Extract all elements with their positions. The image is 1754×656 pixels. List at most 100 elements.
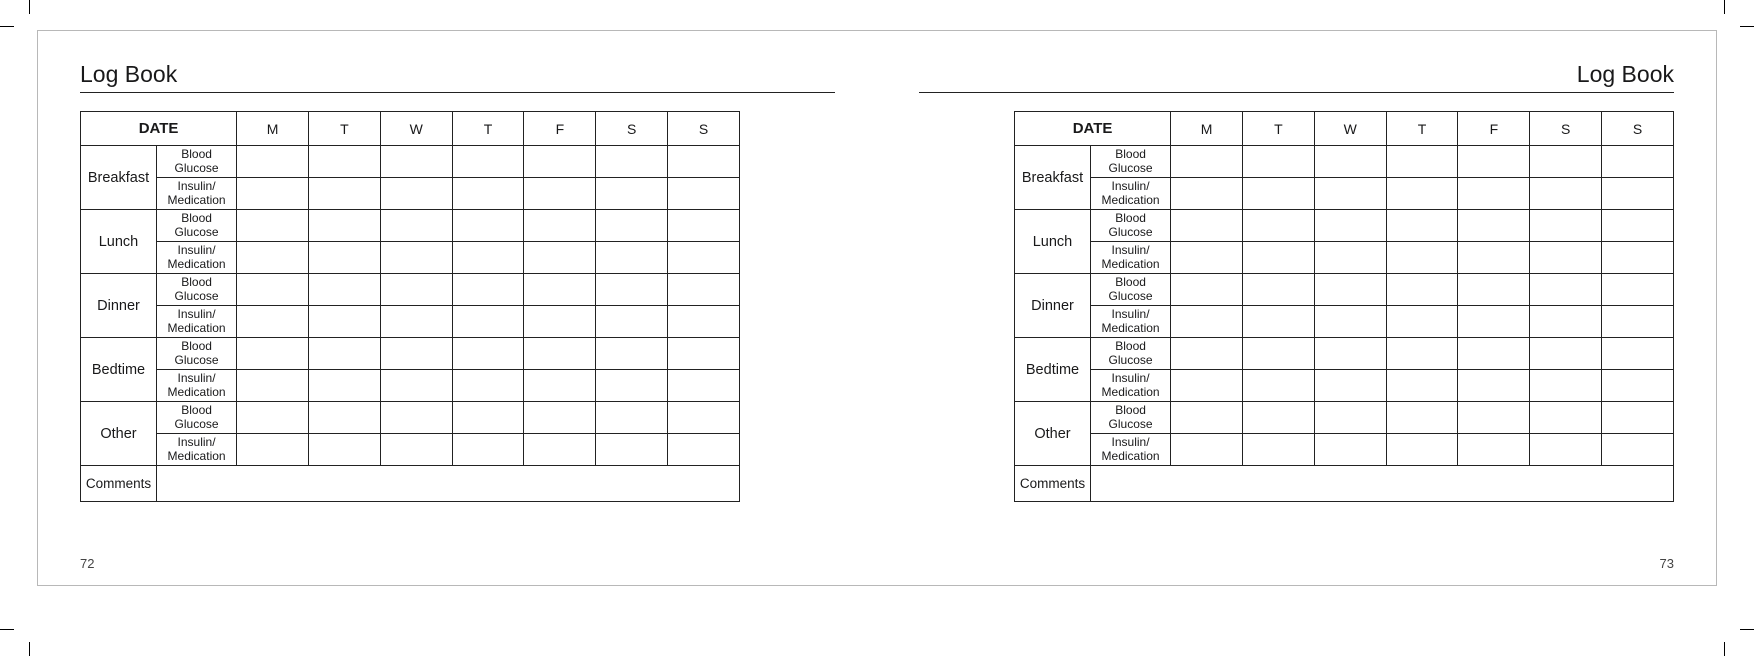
value-cell[interactable] — [237, 402, 309, 434]
value-cell[interactable] — [596, 370, 668, 402]
value-cell[interactable] — [237, 274, 309, 306]
value-cell[interactable] — [452, 402, 524, 434]
value-cell[interactable] — [1458, 146, 1530, 178]
value-cell[interactable] — [237, 370, 309, 402]
value-cell[interactable] — [668, 178, 740, 210]
value-cell[interactable] — [1386, 274, 1458, 306]
value-cell[interactable] — [1242, 210, 1314, 242]
value-cell[interactable] — [1530, 146, 1602, 178]
value-cell[interactable] — [380, 242, 452, 274]
value-cell[interactable] — [1602, 210, 1674, 242]
value-cell[interactable] — [596, 242, 668, 274]
value-cell[interactable] — [308, 370, 380, 402]
value-cell[interactable] — [1602, 434, 1674, 466]
value-cell[interactable] — [668, 338, 740, 370]
value-cell[interactable] — [1314, 306, 1386, 338]
value-cell[interactable] — [596, 146, 668, 178]
value-cell[interactable] — [1530, 242, 1602, 274]
value-cell[interactable] — [1458, 178, 1530, 210]
value-cell[interactable] — [1386, 242, 1458, 274]
value-cell[interactable] — [668, 402, 740, 434]
value-cell[interactable] — [452, 370, 524, 402]
value-cell[interactable] — [1242, 242, 1314, 274]
value-cell[interactable] — [308, 402, 380, 434]
value-cell[interactable] — [1530, 306, 1602, 338]
value-cell[interactable] — [380, 274, 452, 306]
value-cell[interactable] — [1242, 370, 1314, 402]
value-cell[interactable] — [1171, 210, 1243, 242]
value-cell[interactable] — [1530, 210, 1602, 242]
value-cell[interactable] — [1530, 338, 1602, 370]
value-cell[interactable] — [1242, 434, 1314, 466]
value-cell[interactable] — [452, 210, 524, 242]
value-cell[interactable] — [1458, 338, 1530, 370]
value-cell[interactable] — [524, 402, 596, 434]
value-cell[interactable] — [380, 402, 452, 434]
value-cell[interactable] — [308, 338, 380, 370]
value-cell[interactable] — [1458, 274, 1530, 306]
value-cell[interactable] — [668, 434, 740, 466]
value-cell[interactable] — [308, 242, 380, 274]
value-cell[interactable] — [237, 242, 309, 274]
comments-field[interactable] — [156, 466, 739, 502]
value-cell[interactable] — [380, 146, 452, 178]
value-cell[interactable] — [452, 146, 524, 178]
value-cell[interactable] — [237, 306, 309, 338]
value-cell[interactable] — [1242, 178, 1314, 210]
value-cell[interactable] — [237, 210, 309, 242]
value-cell[interactable] — [596, 306, 668, 338]
value-cell[interactable] — [452, 338, 524, 370]
value-cell[interactable] — [596, 178, 668, 210]
value-cell[interactable] — [1171, 338, 1243, 370]
value-cell[interactable] — [1242, 274, 1314, 306]
value-cell[interactable] — [1386, 210, 1458, 242]
value-cell[interactable] — [596, 434, 668, 466]
value-cell[interactable] — [1458, 370, 1530, 402]
value-cell[interactable] — [308, 306, 380, 338]
value-cell[interactable] — [452, 178, 524, 210]
value-cell[interactable] — [1314, 402, 1386, 434]
value-cell[interactable] — [668, 242, 740, 274]
value-cell[interactable] — [380, 370, 452, 402]
value-cell[interactable] — [380, 434, 452, 466]
comments-field[interactable] — [1090, 466, 1673, 502]
value-cell[interactable] — [1458, 434, 1530, 466]
value-cell[interactable] — [308, 274, 380, 306]
value-cell[interactable] — [237, 146, 309, 178]
value-cell[interactable] — [1171, 434, 1243, 466]
value-cell[interactable] — [1314, 434, 1386, 466]
value-cell[interactable] — [524, 146, 596, 178]
value-cell[interactable] — [524, 178, 596, 210]
value-cell[interactable] — [1171, 178, 1243, 210]
value-cell[interactable] — [1386, 146, 1458, 178]
value-cell[interactable] — [1602, 146, 1674, 178]
value-cell[interactable] — [524, 306, 596, 338]
value-cell[interactable] — [1171, 306, 1243, 338]
value-cell[interactable] — [380, 306, 452, 338]
value-cell[interactable] — [1530, 402, 1602, 434]
value-cell[interactable] — [380, 210, 452, 242]
value-cell[interactable] — [1171, 274, 1243, 306]
value-cell[interactable] — [1530, 274, 1602, 306]
value-cell[interactable] — [1242, 402, 1314, 434]
value-cell[interactable] — [1530, 434, 1602, 466]
value-cell[interactable] — [1242, 306, 1314, 338]
value-cell[interactable] — [308, 210, 380, 242]
value-cell[interactable] — [1386, 306, 1458, 338]
value-cell[interactable] — [1314, 210, 1386, 242]
value-cell[interactable] — [524, 210, 596, 242]
value-cell[interactable] — [1314, 146, 1386, 178]
value-cell[interactable] — [1171, 402, 1243, 434]
value-cell[interactable] — [668, 274, 740, 306]
value-cell[interactable] — [308, 434, 380, 466]
value-cell[interactable] — [1602, 306, 1674, 338]
value-cell[interactable] — [596, 338, 668, 370]
value-cell[interactable] — [1602, 402, 1674, 434]
value-cell[interactable] — [237, 434, 309, 466]
value-cell[interactable] — [1458, 402, 1530, 434]
value-cell[interactable] — [524, 274, 596, 306]
value-cell[interactable] — [1602, 274, 1674, 306]
value-cell[interactable] — [237, 338, 309, 370]
value-cell[interactable] — [1458, 242, 1530, 274]
value-cell[interactable] — [1171, 146, 1243, 178]
